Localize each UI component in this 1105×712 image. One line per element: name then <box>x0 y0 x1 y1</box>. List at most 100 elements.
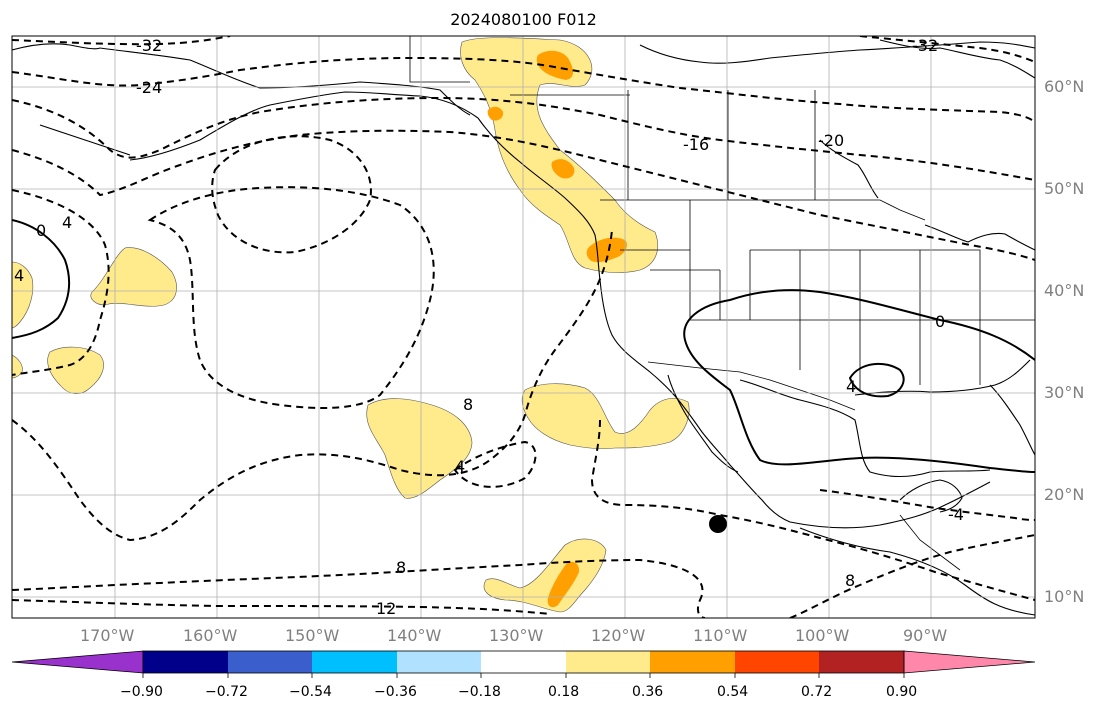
border-states-south <box>799 320 981 390</box>
contour-minus32-west <box>12 36 231 46</box>
contour-label: 8 <box>845 571 855 590</box>
border-canada-provinces <box>510 90 816 200</box>
shade-north-pacific-west <box>90 247 177 307</box>
contour-8-mexico <box>590 419 1035 601</box>
colorbar-tick-label: 0.36 <box>632 684 664 700</box>
shade-central-pacific-west <box>47 346 104 394</box>
contour-label: 4 <box>62 213 72 232</box>
colorbar-tick-label: −0.36 <box>374 684 417 700</box>
lat-label: 20°N <box>1044 485 1085 504</box>
contour-label: -32 <box>912 36 938 55</box>
shade-central-pacific <box>366 398 473 499</box>
contour-label: 12 <box>376 599 396 618</box>
contour-minus8-central <box>147 186 435 409</box>
lon-label: 140°W <box>387 626 442 645</box>
contour-0-west <box>12 219 71 339</box>
shade-west-edge-1 <box>12 261 34 329</box>
colorbar-frame <box>142 650 905 674</box>
lon-label: 160°W <box>183 626 238 645</box>
lat-label: 10°N <box>1044 587 1085 606</box>
border-alaska-canada <box>409 36 470 83</box>
shade-core-tropical <box>547 561 580 608</box>
political-borders <box>409 36 1035 571</box>
contour-minus16 <box>12 129 1035 261</box>
contour-8-south <box>12 558 706 618</box>
coast-central-america <box>799 527 1035 616</box>
shade-baja-offshore <box>521 383 690 450</box>
contour-label: 4 <box>455 457 465 476</box>
contour-8-loop <box>453 440 537 488</box>
contour-label: 0 <box>935 312 945 331</box>
contour-minus4 <box>12 229 613 542</box>
contour-label: -32 <box>136 36 162 55</box>
shaded-anomaly-areas <box>12 37 690 613</box>
map-frame <box>11 35 1036 619</box>
shade-core-bc-2 <box>551 159 575 179</box>
colorbar-tick-label: 0.54 <box>717 684 749 700</box>
coast-pacific-northwest <box>477 117 991 529</box>
coast-great-lakes <box>924 224 1035 251</box>
coast-gulf-north <box>854 359 1031 396</box>
lon-label: 120°W <box>591 626 646 645</box>
border-states-west <box>620 200 1035 321</box>
lon-label: 170°W <box>80 626 135 645</box>
contour-minus12-loop <box>211 135 372 254</box>
colorbar-extend-left <box>11 650 144 674</box>
colorbar-tick-label: −0.18 <box>458 684 501 700</box>
lat-label: 30°N <box>1044 383 1085 402</box>
contour-label: 4 <box>846 377 856 396</box>
colorbar-segment <box>650 651 735 673</box>
colorbar-tick-label: −0.72 <box>205 684 248 700</box>
coast-yucatan <box>899 479 963 513</box>
colorbar-segment <box>735 651 819 673</box>
lat-label: 40°N <box>1044 281 1085 300</box>
colorbar-tick-label: −0.54 <box>289 684 332 700</box>
contour-label: -16 <box>683 135 709 154</box>
map-title: 2024080100 F012 <box>450 10 597 29</box>
coast-arctic-islands <box>879 39 1035 79</box>
coast-aleutians <box>39 124 131 156</box>
coast-gulf-mexico <box>739 379 991 478</box>
contour-0-east <box>683 289 1035 473</box>
contour-label: 0 <box>36 221 46 240</box>
colorbar <box>11 650 1036 678</box>
contour-label: 8 <box>396 558 406 577</box>
contour-minus4-east <box>819 489 1035 521</box>
contour-minus8-west <box>12 189 110 376</box>
colorbar-segment <box>481 651 566 673</box>
contour-label: 4 <box>14 266 24 285</box>
contour-minus24 <box>12 56 1035 123</box>
lon-label: 150°W <box>285 626 340 645</box>
colorbar-segment <box>566 651 650 673</box>
contour-lines <box>12 36 1035 618</box>
colorbar-segment <box>228 651 312 673</box>
colorbar-tick-label: 0.72 <box>801 684 833 700</box>
colorbar-segment <box>819 651 904 673</box>
border-us-mexico <box>647 361 856 411</box>
contour-12 <box>12 599 551 615</box>
contour-label: -24 <box>136 78 162 97</box>
coast-florida <box>989 384 1035 456</box>
colorbar-tick-label: 0.18 <box>548 684 580 700</box>
contour-label: -20 <box>818 131 844 150</box>
border-us-canada <box>600 199 926 221</box>
lon-label: 100°W <box>795 626 850 645</box>
colorbar-tick-label: 0.90 <box>886 684 918 700</box>
contour-minus20 <box>12 96 1035 181</box>
coast-siberia <box>12 43 101 51</box>
shade-tropical-pacific <box>483 538 607 613</box>
colorbar-segment <box>397 651 481 673</box>
storm-center-marker <box>709 515 727 533</box>
colorbar-tick-label: −0.90 <box>120 684 163 700</box>
lon-label: 90°W <box>903 626 948 645</box>
colorbar-segment <box>312 651 397 673</box>
lon-label: 130°W <box>489 626 544 645</box>
coast-arctic <box>639 41 1035 64</box>
shade-west-edge-2 <box>12 354 23 379</box>
lat-label: 60°N <box>1044 77 1085 96</box>
coast-baja <box>667 374 739 473</box>
border-central-america <box>899 514 961 571</box>
colorbar-segment <box>143 651 228 673</box>
shade-core-yukon <box>536 50 573 80</box>
